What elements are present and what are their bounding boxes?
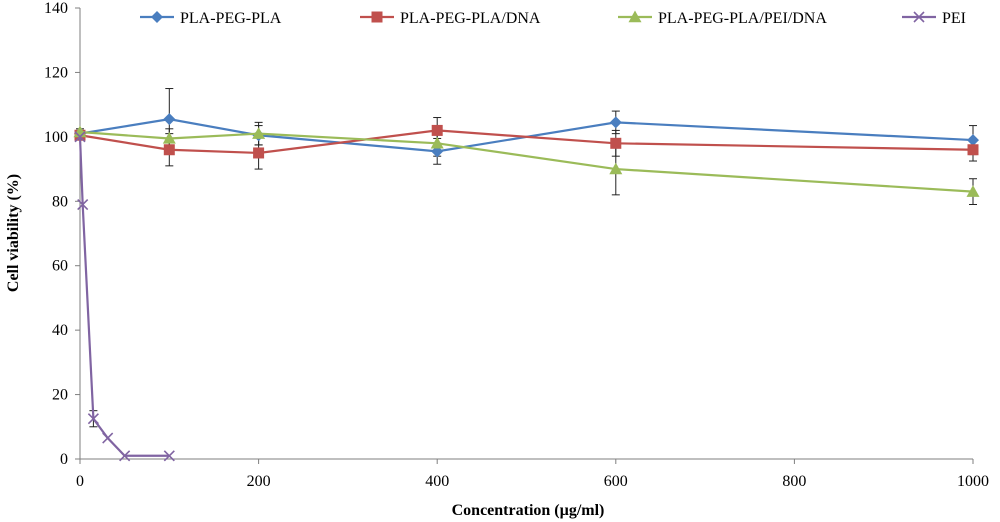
legend-label: PLA-PEG-PLA/DNA [400,10,541,27]
data-point [609,162,623,175]
plot-area [73,88,980,462]
legend-item: PEI [902,10,966,27]
series-line [79,130,974,193]
legend: PLA-PEG-PLA PLA-PEG-PLA/DNA PLA-PEG-PLA/PE… [140,10,966,27]
data-point-stroke [102,432,114,444]
y-tick-label: 120 [44,64,68,81]
tick-labels: 0 20 40 60 80 100 120 140 0 200 400 600 800 1000 [44,0,989,490]
data-point [162,131,176,144]
data-point [967,144,979,156]
data-point [87,413,99,425]
data-point [913,11,925,23]
legend-label: PEI [942,10,966,27]
data-point [967,134,979,147]
y-axis-title: Cell viability (%) [5,174,22,292]
data-point [163,144,175,156]
data-point [431,124,443,136]
series-line [79,129,974,155]
data-point [252,127,266,139]
data-point-stroke [77,198,89,211]
x-axis-title: Concentration (µg/ml) [452,502,605,519]
y-tick-label: 60 [52,258,68,275]
data-point [151,11,163,23]
y-tick-label: 140 [44,0,68,17]
data-point [77,198,89,211]
x-tick-label: 1000 [957,473,989,490]
data-point-stroke [163,450,175,462]
data-point [610,137,622,149]
y-tick-label: 40 [52,322,68,339]
x-tick-label: 0 [76,473,84,490]
data-point [74,131,86,143]
series-line [79,118,974,153]
x-tick-label: 800 [782,473,806,490]
data-point [102,432,114,444]
axis-titles: Concentration (µg/ml) Cell viability (%) [5,174,604,519]
legend-label: PLA-PEG-PLA/PEI/DNA [658,10,827,27]
data-point [371,11,383,23]
data-point [628,10,642,23]
data-point [163,113,176,126]
y-tick-label: 20 [52,387,68,404]
data-point [163,450,175,462]
legend-label: PLA-PEG-PLA [180,10,282,27]
series-line [78,136,170,457]
y-tick-label: 0 [60,451,68,468]
y-tick-label: 100 [44,129,68,146]
data-point [430,136,444,149]
y-tick-label: 80 [52,193,68,210]
data-point [966,185,980,197]
data-point-stroke [74,131,86,143]
x-tick-label: 200 [247,473,271,490]
data-point [119,450,131,462]
x-tick-label: 400 [425,473,449,490]
data-point-stroke [119,450,131,462]
legend-item: PLA-PEG-PLA [140,10,282,27]
data-point [609,116,622,129]
data-point-stroke [87,413,99,425]
legend-item: PLA-PEG-PLA/DNA [360,10,541,27]
data-point-stroke [913,11,925,23]
legend-item: PLA-PEG-PLA/PEI/DNA [618,10,827,27]
data-point [253,147,265,159]
axes [75,7,974,464]
x-tick-label: 600 [604,473,628,490]
